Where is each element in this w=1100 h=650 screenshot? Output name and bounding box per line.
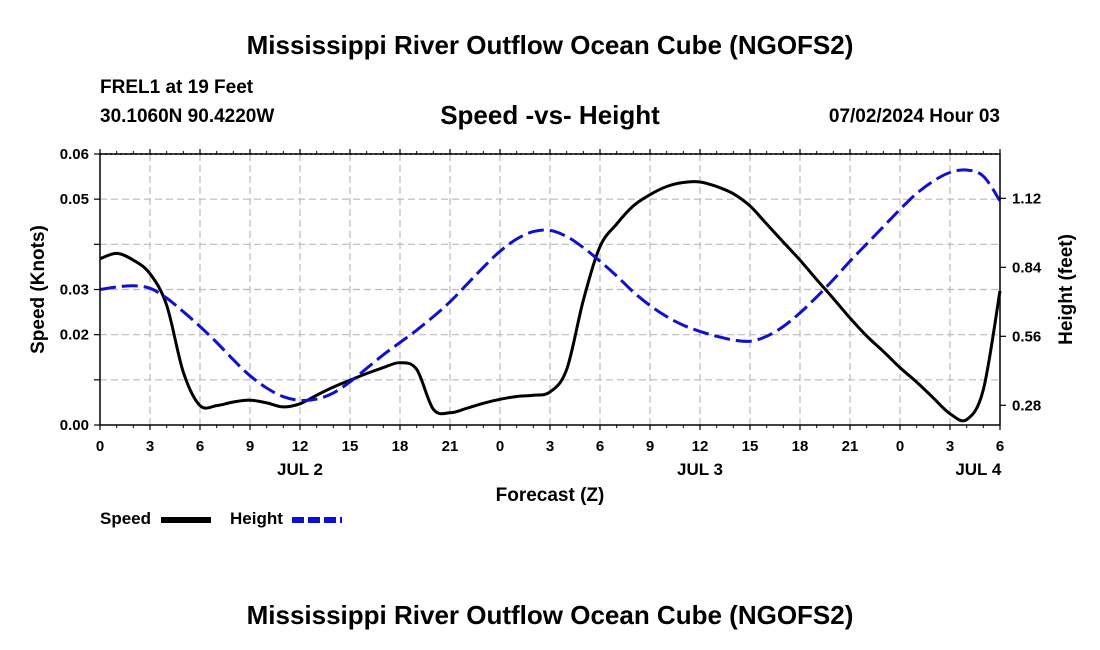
legend-height-label: Height	[230, 509, 283, 528]
legend-height-swatch	[292, 517, 342, 523]
y-axis-label: Speed (Knots)	[28, 225, 49, 354]
x-tick-label: 9	[646, 438, 654, 455]
x-tick-label: 12	[292, 438, 309, 455]
legend-speed-swatch	[161, 517, 211, 523]
x-tick-label: 9	[246, 438, 254, 455]
x-tick-label: 18	[392, 438, 409, 455]
x-tick-label: 0	[96, 438, 104, 455]
y2-tick-label: 0.56	[1012, 328, 1041, 345]
y2-tick-label: 0.28	[1012, 397, 1041, 414]
y2-axis-label: Height (feet)	[1056, 234, 1077, 345]
day-label: JUL 3	[677, 460, 723, 479]
x-tick-label: 3	[946, 438, 954, 455]
legend-speed-label: Speed	[100, 509, 152, 528]
x-tick-label: 21	[442, 438, 459, 455]
x-axis-label: Forecast (Z)	[496, 485, 605, 506]
x-tick-label: 15	[342, 438, 359, 455]
grid	[100, 153, 1000, 425]
x-tick-label: 18	[792, 438, 809, 455]
x-tick-label: 12	[692, 438, 709, 455]
x-tick-label: 15	[742, 438, 759, 455]
series-line-height	[99, 168, 1002, 403]
x-tick-label: 3	[146, 438, 154, 455]
y2-tick-label: 0.84	[1012, 259, 1042, 276]
station-label: FREL1 at 19 Feet	[100, 77, 254, 98]
station-coordinates: 30.1060N 90.4220W	[100, 106, 275, 127]
x-tick-label: 6	[996, 438, 1004, 455]
series-line-speed	[99, 180, 1002, 423]
x-tick-label: 6	[596, 438, 604, 455]
forecast-datetime: 07/02/2024 Hour 03	[828, 106, 1000, 127]
series-layer	[99, 168, 1002, 423]
x-tick-label: 3	[546, 438, 554, 455]
y-tick-label: 0.02	[60, 327, 89, 344]
y-tick-label: 0.03	[60, 282, 89, 299]
axes: 0 3 6 9 12 15 18 21 0 3 6 9 12 15 18 21 0 3 6 JUL 2 JUL 3 JUL…	[60, 146, 1042, 479]
x-tick-label: 0	[896, 438, 904, 455]
page-title: Mississippi River Outflow Ocean Cube (NG…	[246, 30, 854, 60]
y-tick-label: 0.06	[60, 146, 89, 163]
day-label: JUL 2	[277, 460, 323, 479]
chart-subtitle: Speed -vs- Height	[440, 100, 660, 130]
day-label: JUL 4	[955, 460, 1002, 479]
x-tick-label: 6	[196, 438, 204, 455]
x-tick-label: 21	[842, 438, 859, 455]
y-tick-label: 0.05	[60, 191, 89, 208]
x-tick-label: 0	[496, 438, 504, 455]
y2-tick-label: 1.12	[1012, 190, 1041, 207]
footer-title: Mississippi River Outflow Ocean Cube (NG…	[246, 600, 854, 630]
y-tick-label: 0.00	[60, 417, 89, 434]
